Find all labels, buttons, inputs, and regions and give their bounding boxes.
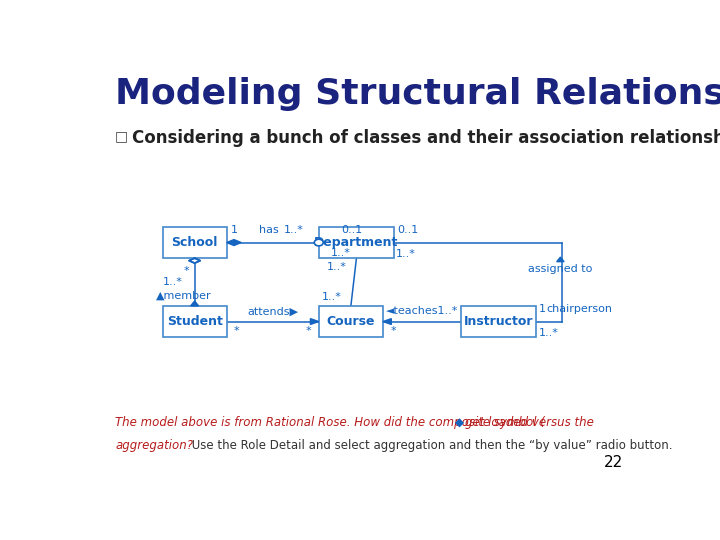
Text: 1..*: 1..* [321, 292, 341, 302]
Text: 1: 1 [539, 304, 546, 314]
Text: The model above is from Rational Rose. How did the composite symbol (: The model above is from Rational Rose. H… [115, 416, 545, 429]
Polygon shape [310, 319, 319, 325]
Polygon shape [227, 240, 241, 246]
Text: School: School [171, 236, 218, 249]
Text: Modeling Structural Relationships: Modeling Structural Relationships [115, 77, 720, 111]
Text: chairperson: chairperson [546, 304, 613, 314]
Text: 1..*: 1..* [539, 328, 559, 338]
Text: □: □ [115, 129, 128, 143]
Text: 1..*: 1..* [395, 249, 415, 259]
Text: ▲member: ▲member [156, 291, 211, 301]
Polygon shape [191, 301, 199, 306]
Bar [461, 306, 536, 337]
Text: has: has [259, 225, 279, 235]
Text: ◄teaches1..*: ◄teaches1..* [386, 306, 458, 316]
Bar [163, 306, 227, 337]
Text: get loaded versus the: get loaded versus the [465, 416, 594, 429]
Text: 0..1: 0..1 [397, 225, 419, 235]
Text: ◆: ◆ [454, 416, 464, 429]
Text: 1..*: 1..* [284, 225, 304, 235]
Text: 0..1: 0..1 [341, 225, 363, 235]
Text: *: * [234, 326, 240, 336]
Text: 1..*: 1..* [331, 248, 351, 258]
Text: Use the Role Detail and select aggregation and then the “by value” radio button.: Use the Role Detail and select aggregati… [188, 439, 672, 452]
Text: Course: Course [327, 315, 375, 328]
Text: assigned to: assigned to [528, 264, 593, 274]
Text: aggregation?: aggregation? [115, 439, 193, 452]
Text: *: * [390, 326, 396, 336]
Text: attends▶: attends▶ [247, 306, 298, 316]
Text: Considering a bunch of classes and their association relationships: Considering a bunch of classes and their… [132, 129, 720, 147]
Text: 1..*: 1..* [163, 277, 182, 287]
Text: *: * [306, 326, 312, 336]
Circle shape [315, 239, 323, 246]
Polygon shape [557, 257, 564, 262]
Text: Instructor: Instructor [464, 315, 534, 328]
Polygon shape [189, 258, 200, 263]
Bar [163, 227, 227, 258]
Text: 1..*: 1..* [327, 262, 347, 272]
Text: Department: Department [314, 236, 399, 249]
Bar [319, 227, 394, 258]
Text: 22: 22 [603, 455, 623, 470]
Polygon shape [383, 319, 392, 325]
Text: Student: Student [167, 315, 222, 328]
Text: 1: 1 [230, 225, 238, 235]
Text: *: * [184, 266, 189, 275]
Bar [319, 306, 383, 337]
